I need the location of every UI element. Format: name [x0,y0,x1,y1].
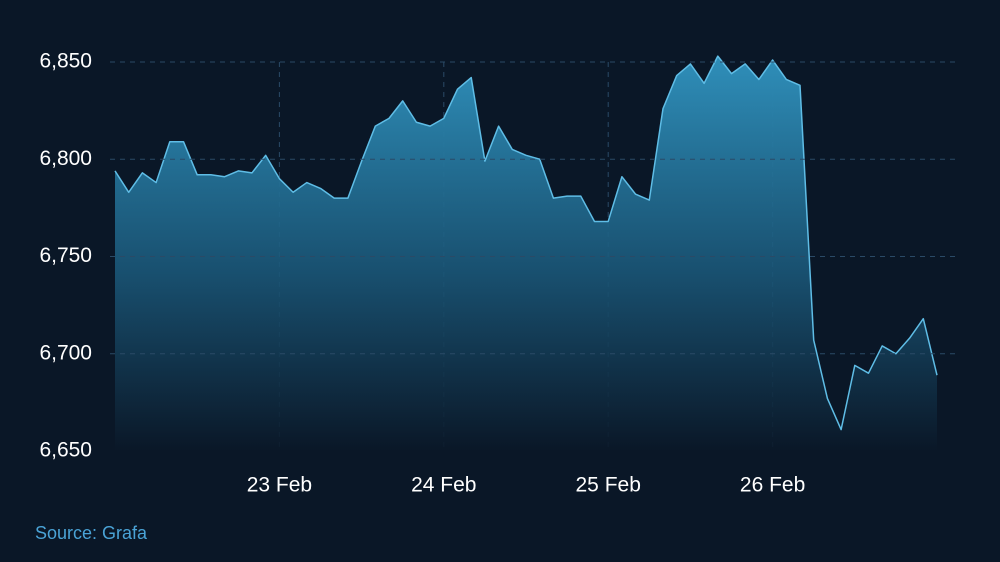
y-tick-label: 6,850 [39,49,92,72]
x-tick-label: 23 Feb [247,474,312,497]
area-fill [115,56,937,452]
x-tick-label: 26 Feb [740,474,805,497]
y-tick-label: 6,800 [39,147,92,170]
source-note: Source: Grafa [35,523,148,543]
x-tick-label: 24 Feb [411,474,476,497]
y-tick-label: 6,700 [39,341,92,364]
area-line [114,55,938,431]
y-tick-label: 6,650 [39,439,92,462]
x-tick-label: 25 Feb [576,474,641,497]
y-tick-label: 6,750 [39,244,92,267]
